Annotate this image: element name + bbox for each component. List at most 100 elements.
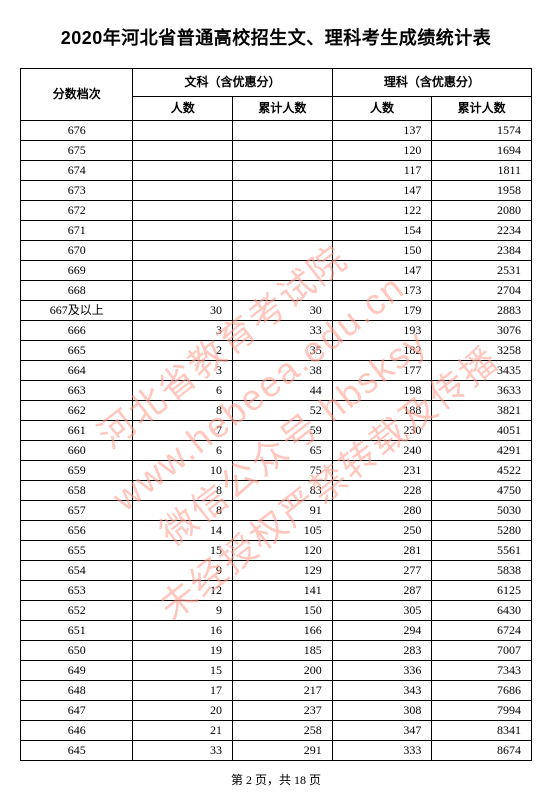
table-row: 650191852837007: [21, 641, 532, 661]
col-liberal-group: 文科（含优惠分）: [133, 69, 332, 97]
cell-science-count: 240: [332, 441, 432, 461]
cell-science-count: 193: [332, 321, 432, 341]
table-row: 6741171811: [21, 161, 532, 181]
table-row: 6691472531: [21, 261, 532, 281]
col-science-group: 理科（含优惠分）: [332, 69, 531, 97]
cell-science-count: 308: [332, 701, 432, 721]
cell-science-cum: 7686: [432, 681, 532, 701]
cell-liberal-cum: 258: [233, 721, 333, 741]
table-row: 6643381773435: [21, 361, 532, 381]
cell-liberal-cum: 91: [233, 501, 333, 521]
cell-liberal-cum: [233, 161, 333, 181]
cell-liberal-cum: [233, 241, 333, 261]
cell-liberal-cum: 33: [233, 321, 333, 341]
col-score-header: 分数档次: [21, 69, 133, 121]
cell-score: 657: [21, 501, 133, 521]
cell-liberal-count: 17: [133, 681, 233, 701]
cell-liberal-count: [133, 261, 233, 281]
cell-liberal-cum: 141: [233, 581, 333, 601]
cell-liberal-cum: [233, 201, 333, 221]
cell-score: 646: [21, 721, 133, 741]
cell-science-count: 283: [332, 641, 432, 661]
cell-science-cum: 1958: [432, 181, 532, 201]
cell-science-cum: 3076: [432, 321, 532, 341]
cell-score: 649: [21, 661, 133, 681]
cell-liberal-count: [133, 181, 233, 201]
cell-science-cum: 6430: [432, 601, 532, 621]
cell-liberal-count: 16: [133, 621, 233, 641]
cell-liberal-cum: [233, 121, 333, 141]
cell-liberal-count: 33: [133, 741, 233, 761]
cell-score: 665: [21, 341, 133, 361]
table-row: 648172173437686: [21, 681, 532, 701]
cell-liberal-count: 12: [133, 581, 233, 601]
cell-science-count: 250: [332, 521, 432, 541]
cell-liberal-cum: [233, 281, 333, 301]
cell-liberal-count: [133, 161, 233, 181]
cell-score: 664: [21, 361, 133, 381]
cell-score: 675: [21, 141, 133, 161]
cell-science-cum: 3633: [432, 381, 532, 401]
cell-liberal-cum: 38: [233, 361, 333, 381]
cell-liberal-count: 21: [133, 721, 233, 741]
cell-score: 671: [21, 221, 133, 241]
cell-score: 648: [21, 681, 133, 701]
cell-liberal-cum: 105: [233, 521, 333, 541]
cell-liberal-count: [133, 201, 233, 221]
page: 2020年河北省普通高校招生文、理科考生成绩统计表 河北省教育考试院 www.h…: [20, 24, 532, 788]
table-row: 6617592304051: [21, 421, 532, 441]
cell-score: 650: [21, 641, 133, 661]
cell-score: 673: [21, 181, 133, 201]
cell-liberal-cum: 237: [233, 701, 333, 721]
table-row: 6578912805030: [21, 501, 532, 521]
table-row: 65291503056430: [21, 601, 532, 621]
cell-science-count: 305: [332, 601, 432, 621]
cell-score: 658: [21, 481, 133, 501]
table-row: 645332913338674: [21, 741, 532, 761]
cell-score: 674: [21, 161, 133, 181]
cell-science-count: 231: [332, 461, 432, 481]
cell-score: 656: [21, 521, 133, 541]
cell-liberal-count: 20: [133, 701, 233, 721]
cell-liberal-cum: 200: [233, 661, 333, 681]
table-row: 65491292775838: [21, 561, 532, 581]
cell-science-count: 137: [332, 121, 432, 141]
col-science-cum: 累计人数: [432, 97, 532, 121]
cell-liberal-count: [133, 281, 233, 301]
cell-science-cum: 2080: [432, 201, 532, 221]
cell-liberal-cum: 35: [233, 341, 333, 361]
cell-score: 645: [21, 741, 133, 761]
cell-score: 647: [21, 701, 133, 721]
cell-science-count: 173: [332, 281, 432, 301]
page-title: 2020年河北省普通高校招生文、理科考生成绩统计表: [20, 24, 532, 50]
cell-score: 666: [21, 321, 133, 341]
table-row: 6731471958: [21, 181, 532, 201]
table-row: 6628521883821: [21, 401, 532, 421]
cell-score: 660: [21, 441, 133, 461]
cell-science-cum: 7007: [432, 641, 532, 661]
table-row: 6663331933076: [21, 321, 532, 341]
table-row: 655151202815561: [21, 541, 532, 561]
page-footer: 第 2 页，共 18 页: [20, 771, 532, 788]
cell-liberal-count: 9: [133, 561, 233, 581]
cell-science-count: 281: [332, 541, 432, 561]
cell-science-cum: 8674: [432, 741, 532, 761]
cell-liberal-count: [133, 121, 233, 141]
cell-science-count: 230: [332, 421, 432, 441]
cell-science-cum: 1811: [432, 161, 532, 181]
cell-science-count: 280: [332, 501, 432, 521]
cell-science-count: 347: [332, 721, 432, 741]
cell-science-count: 122: [332, 201, 432, 221]
col-liberal-count: 人数: [133, 97, 233, 121]
cell-science-count: 182: [332, 341, 432, 361]
cell-liberal-cum: 75: [233, 461, 333, 481]
cell-science-cum: 6125: [432, 581, 532, 601]
cell-score: 651: [21, 621, 133, 641]
table-head: 分数档次 文科（含优惠分） 理科（含优惠分） 人数 累计人数 人数 累计人数: [21, 69, 532, 121]
cell-science-count: 287: [332, 581, 432, 601]
cell-science-cum: 1694: [432, 141, 532, 161]
cell-liberal-cum: [233, 221, 333, 241]
cell-liberal-cum: 185: [233, 641, 333, 661]
table-row: 6751201694: [21, 141, 532, 161]
cell-liberal-cum: 166: [233, 621, 333, 641]
